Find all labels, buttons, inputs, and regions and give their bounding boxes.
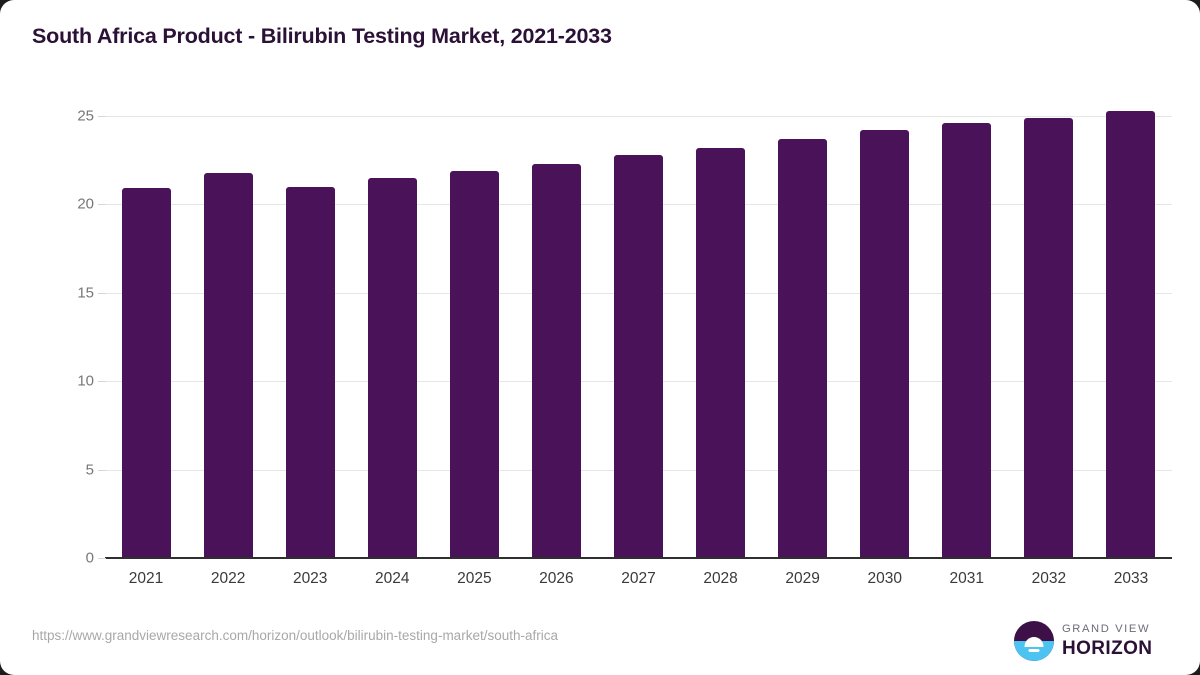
y-axis-tick-label: 0	[85, 549, 94, 567]
x-axis-tick-label: 2022	[210, 570, 246, 587]
bar[interactable]	[285, 186, 335, 558]
y-axis-tick-label: 15	[77, 284, 94, 302]
bar[interactable]	[1024, 117, 1074, 558]
logo-top-text: GRAND VIEW	[1062, 623, 1151, 635]
bar[interactable]	[1106, 110, 1156, 558]
y-axis-tick-mark	[98, 558, 106, 559]
y-axis-tick-mark	[98, 292, 106, 294]
horizon-sun-icon	[1014, 621, 1054, 661]
y-axis-tick-mark	[98, 381, 106, 383]
bar[interactable]	[860, 130, 910, 558]
x-axis-tick-label: 2027	[621, 570, 656, 587]
bar[interactable]	[531, 163, 581, 558]
bar[interactable]	[778, 138, 828, 558]
bar[interactable]	[367, 177, 417, 558]
y-axis-tick-mark	[98, 469, 106, 471]
x-axis-tick-label: 2029	[785, 570, 820, 587]
y-axis-tick-mark	[98, 204, 106, 206]
y-axis-tick-label: 5	[85, 461, 94, 479]
plot-area: Market Size (US$M)	[105, 110, 1172, 558]
x-axis-line	[105, 557, 1172, 559]
x-axis-tick-label: 2021	[128, 570, 164, 587]
brand-logo[interactable]: GRAND VIEW HORIZON	[1014, 619, 1166, 663]
bar[interactable]	[121, 188, 171, 558]
bar[interactable]	[449, 170, 499, 558]
x-axis-tick-label: 2028	[703, 570, 738, 587]
x-axis-tick-label: 2023	[292, 570, 328, 587]
x-axis-tick-label: 2033	[1113, 570, 1149, 587]
x-axis-tick-label: 2026	[539, 570, 574, 587]
page-title: South Africa Product - Bilirubin Testing…	[32, 24, 612, 48]
bar[interactable]	[203, 172, 253, 558]
gridline	[105, 116, 1172, 117]
bar[interactable]	[942, 123, 992, 558]
y-axis-tick-label: 20	[77, 195, 94, 213]
x-axis-tick-label: 2030	[867, 570, 902, 587]
x-axis-tick-label: 2024	[375, 570, 410, 587]
logo-bottom-text: HORIZON	[1062, 638, 1153, 659]
x-axis-tick-label: 2025	[457, 570, 492, 587]
y-axis-tick-label: 25	[77, 107, 94, 125]
y-axis-tick-mark	[98, 116, 106, 117]
source-url[interactable]: https://www.grandviewresearch.com/horizo…	[32, 628, 558, 643]
bar[interactable]	[614, 154, 663, 558]
bar[interactable]	[696, 147, 746, 558]
x-axis-tick-label: 2032	[1031, 570, 1067, 587]
x-axis-tick-label: 2031	[949, 570, 985, 587]
y-axis-tick-label: 10	[77, 372, 94, 390]
